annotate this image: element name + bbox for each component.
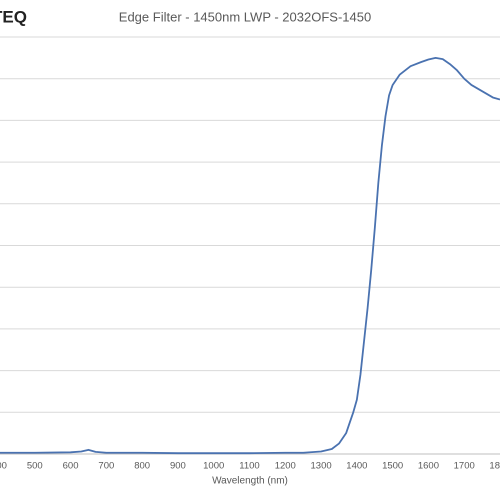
x-tick-label: 900 bbox=[170, 461, 186, 472]
x-tick-label: 1600 bbox=[418, 461, 439, 472]
x-tick-label: 800 bbox=[134, 461, 150, 472]
x-tick-label: 1100 bbox=[239, 461, 259, 472]
x-tick-label: 1800 bbox=[489, 461, 500, 472]
x-tick-label: 1500 bbox=[382, 461, 403, 472]
x-tick-label: 400 bbox=[0, 461, 7, 472]
x-tick-label: 1000 bbox=[203, 461, 224, 472]
x-tick-label: 700 bbox=[98, 461, 114, 472]
chart-title: Edge Filter - 1450nm LWP - 2032OFS-1450 bbox=[119, 9, 371, 24]
data-line bbox=[0, 56, 500, 455]
x-tick-label: 1300 bbox=[311, 461, 332, 472]
x-tick-label: 1700 bbox=[454, 461, 475, 472]
x-tick-label: 1200 bbox=[275, 461, 296, 472]
x-tick-label: 1400 bbox=[346, 461, 367, 472]
logo: TEQ bbox=[0, 7, 27, 26]
x-tick-label: 500 bbox=[27, 461, 43, 472]
x-tick-label: 600 bbox=[63, 461, 79, 472]
x-axis-label: Wavelength (nm) bbox=[212, 476, 288, 487]
